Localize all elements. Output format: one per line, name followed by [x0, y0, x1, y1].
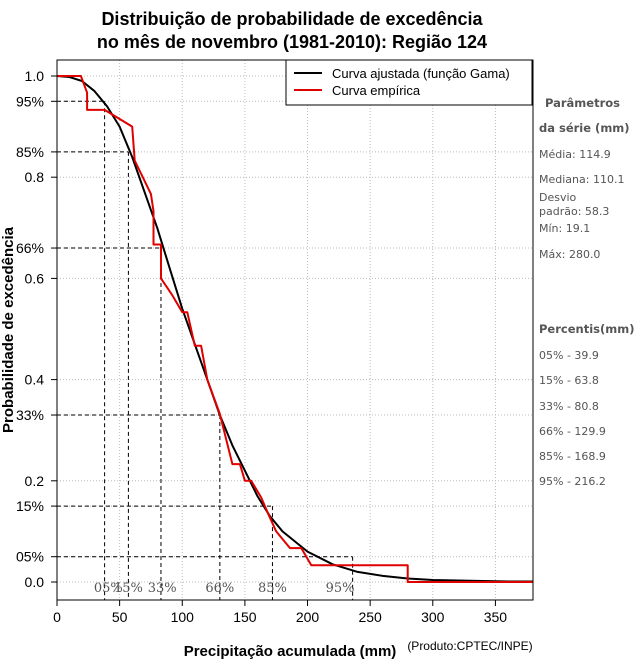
- percentile-label: 95%: [326, 581, 355, 596]
- series-line-empirical: [57, 75, 533, 583]
- percentile-label: 05%: [94, 581, 123, 596]
- y-tick-label: 33%: [16, 407, 44, 423]
- y-tick-label: 0.4: [25, 372, 45, 388]
- x-tick-label: 150: [233, 609, 257, 625]
- stat-min: Mín: 19.1: [539, 222, 591, 235]
- params-title-2: da série (mm): [539, 121, 630, 135]
- series-line-fitted: [56, 75, 533, 583]
- stat-mediana: Mediana: 110.1: [539, 173, 625, 186]
- y-tick-label: 0.6: [25, 270, 45, 286]
- y-tick-label: 85%: [16, 144, 44, 160]
- x-tick-label: 200: [296, 609, 320, 625]
- stat-desvio-1: Desvio: [539, 191, 577, 204]
- x-tick-label: 100: [171, 609, 195, 625]
- percentile-label: 15%: [114, 581, 143, 596]
- stat-desvio-2: padrão: 58.3: [539, 205, 610, 218]
- percentile-label: 85%: [258, 581, 287, 596]
- y-axis: 1.0 95% 85% 0.8 66% 0.6 0.4 33% 0.2 15% 05% 0.0: [16, 68, 57, 590]
- chart-title-line2: no mês de novembro (1981-2010): Região 1…: [97, 32, 487, 52]
- stat-media: Média: 114.9: [539, 148, 611, 161]
- y-tick-label: 0.2: [25, 473, 45, 489]
- params-title-1: Parâmetros: [545, 96, 621, 110]
- x-tick-label: 250: [358, 609, 382, 625]
- y-tick-label: 66%: [16, 240, 44, 256]
- percentile-label: 33%: [148, 581, 177, 596]
- percentil-05: 05% - 39.9: [539, 349, 599, 362]
- y-tick-label: 05%: [16, 549, 44, 565]
- percentil-85: 85% - 168.9: [539, 450, 606, 463]
- legend-label-fitted: Curva ajustada (função Gama): [332, 66, 510, 81]
- series-group: [56, 75, 533, 583]
- y-tick-label: 0.0: [25, 574, 45, 590]
- legend-box: [285, 59, 533, 106]
- x-tick-label: 50: [112, 609, 128, 625]
- percentil-66: 66% - 129.9: [539, 425, 606, 438]
- legend: Curva ajustada (função Gama) Curva empír…: [285, 59, 533, 106]
- x-tick-label: 0: [53, 609, 61, 625]
- percentile-label: 66%: [205, 581, 234, 596]
- percentile-labels: 05%15% 33% 66% 85% 95%: [94, 581, 355, 596]
- percentis-title: Percentis(mm): [539, 322, 635, 336]
- y-tick-label: 1.0: [25, 68, 45, 84]
- credit-label: (Produto:CPTEC/INPE): [407, 639, 532, 653]
- y-axis-label: Probabilidade de excedência: [0, 226, 17, 433]
- percentile-guide-lines: [57, 100, 354, 600]
- percentil-33: 33% - 80.8: [539, 400, 599, 413]
- legend-label-empirical: Curva empírica: [332, 83, 421, 98]
- y-tick-label: 95%: [16, 93, 44, 109]
- stat-max: Máx: 280.0: [539, 248, 601, 261]
- y-tick-label: 15%: [16, 498, 44, 514]
- y-tick-label: 0.8: [25, 169, 45, 185]
- x-tick-label: 300: [421, 609, 445, 625]
- x-tick-label: 350: [484, 609, 508, 625]
- x-axis-label: Precipitação acumulada (mm): [184, 643, 397, 660]
- percentil-15: 15% - 63.8: [539, 374, 599, 387]
- x-axis: 0 50 100 150 200 250 300 350: [53, 600, 507, 625]
- percentil-95: 95% - 216.2: [539, 475, 606, 488]
- chart-title-line1: Distribuição de probabilidade de excedên…: [101, 9, 483, 29]
